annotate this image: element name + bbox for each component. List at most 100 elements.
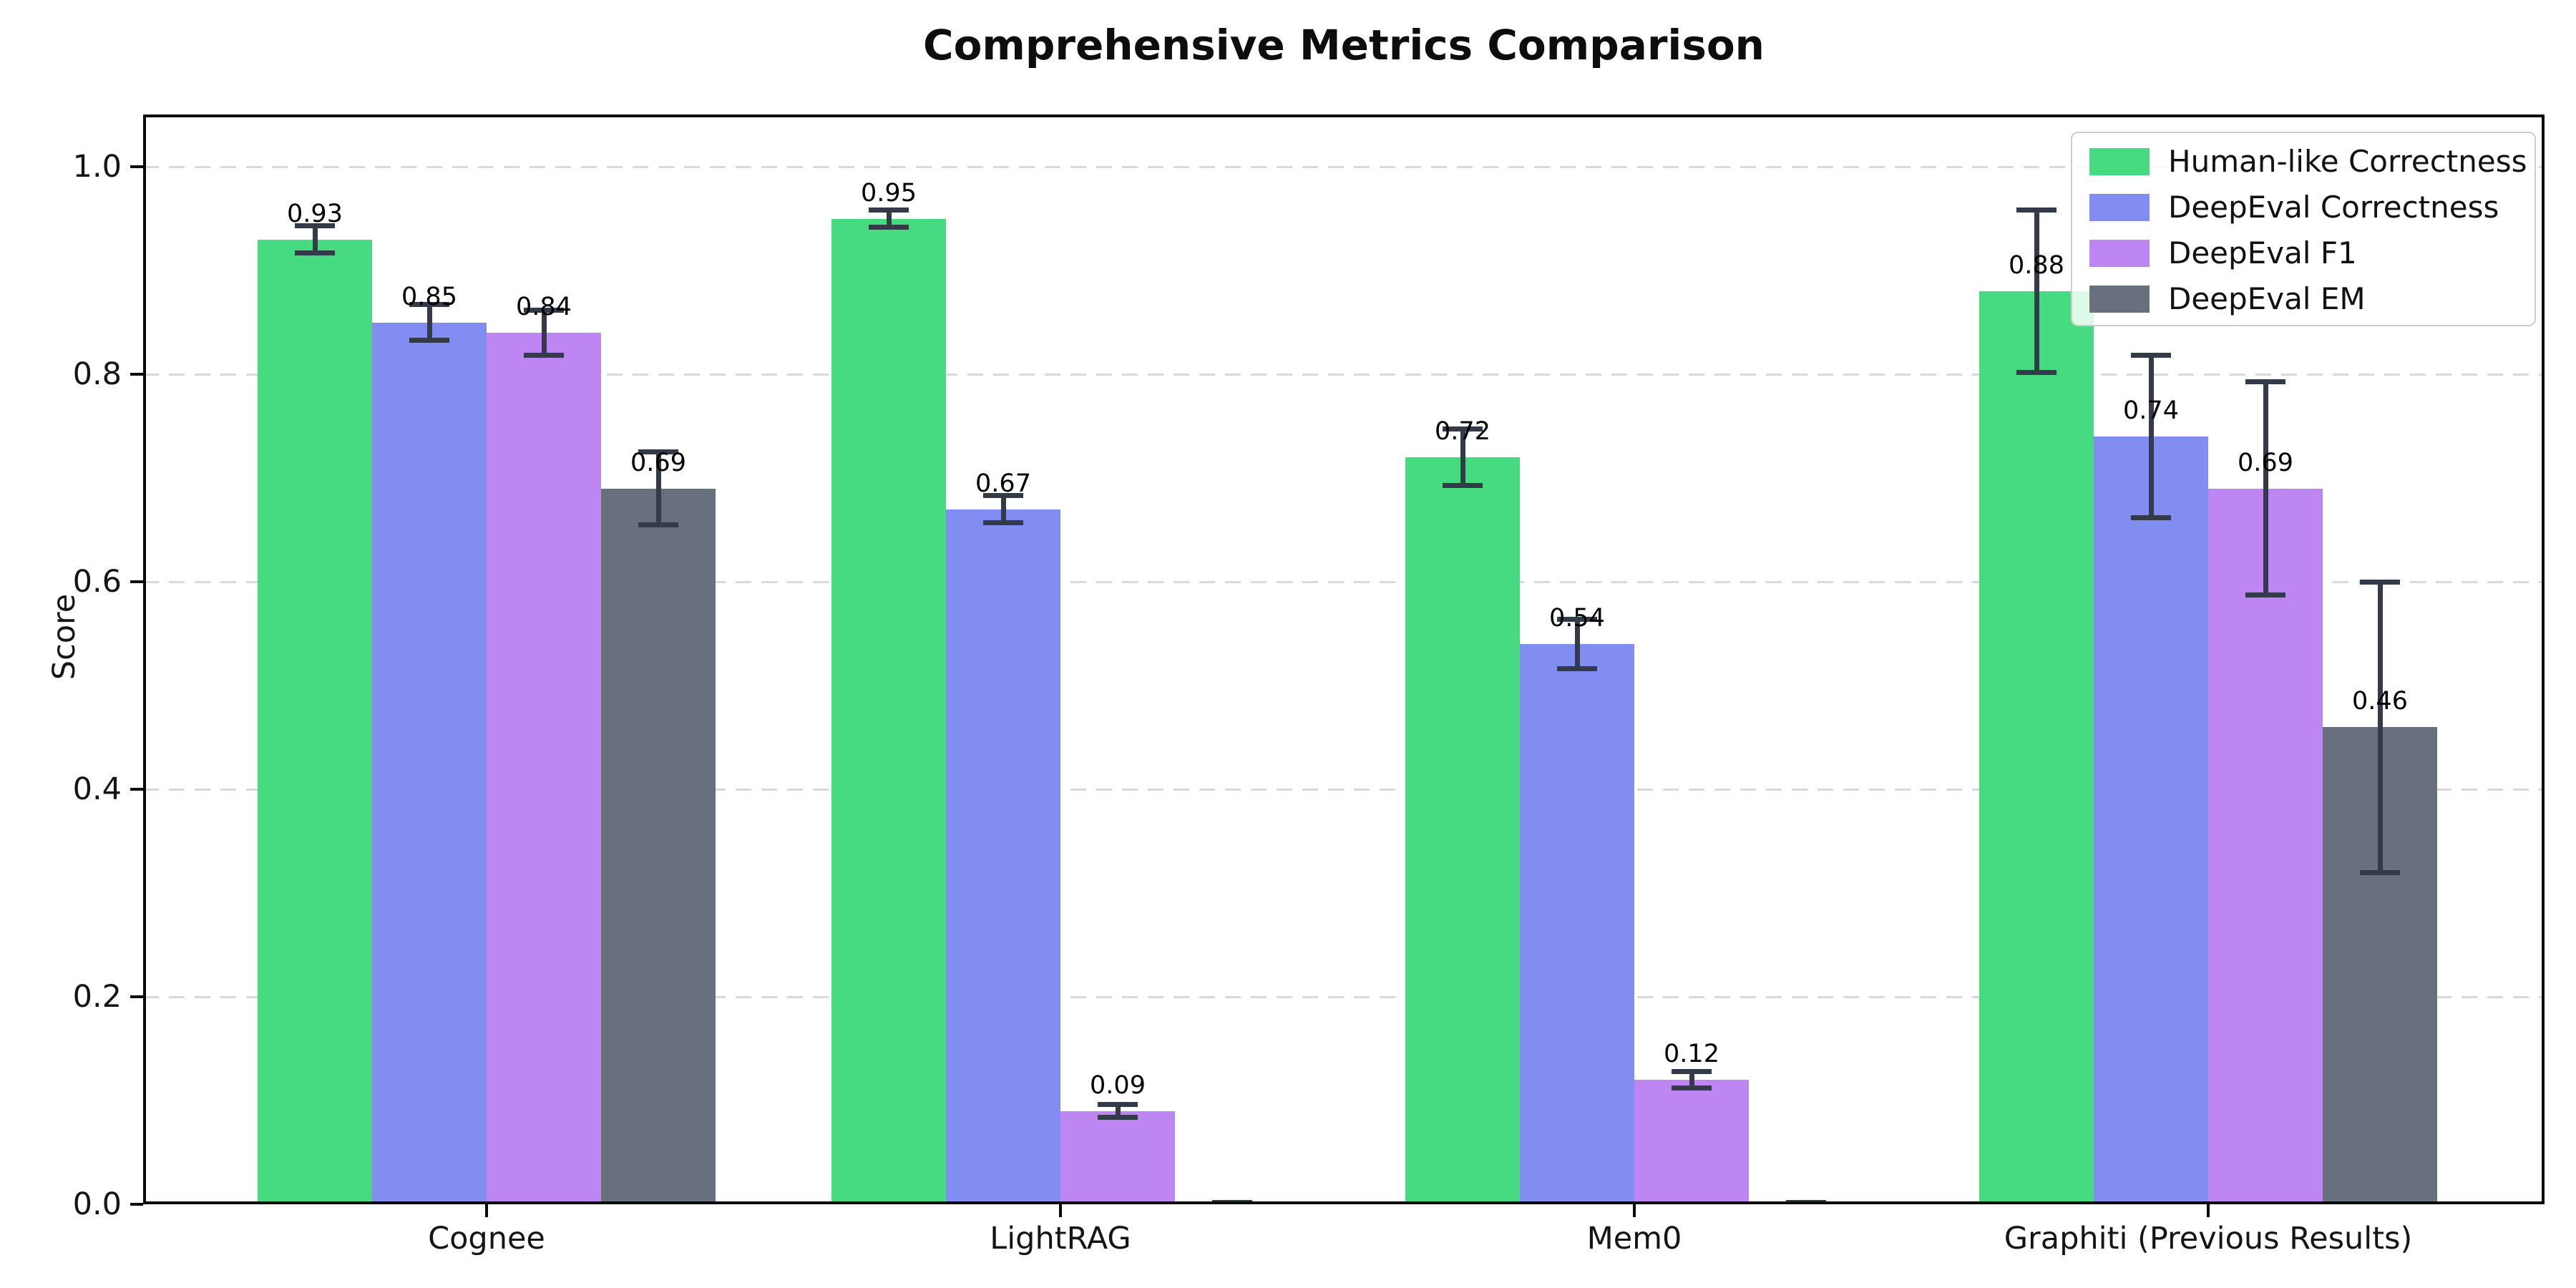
legend: Human-like Correctness DeepEval Correctne… xyxy=(2071,132,2536,326)
error-bar-cap xyxy=(295,250,335,255)
error-bar xyxy=(426,304,432,341)
error-bar xyxy=(2148,355,2154,518)
error-bar-cap xyxy=(2360,869,2400,875)
bar xyxy=(1979,291,2094,1204)
plot-area: 0.93 0.95 0.72 0.88 0.85 0.67 0.54 0.74 0.84 0.09… xyxy=(143,114,2545,1204)
error-bar-cap xyxy=(1672,1068,1712,1074)
error-bar xyxy=(541,310,547,356)
gridline xyxy=(143,166,2545,168)
y-tick-mark xyxy=(130,580,143,583)
error-bar-cap xyxy=(2131,514,2171,520)
bar xyxy=(372,322,487,1204)
error-bar-cap xyxy=(1672,1085,1712,1091)
error-bar xyxy=(1115,1104,1121,1118)
error-bar-cap xyxy=(638,522,678,527)
legend-item: DeepEval F1 xyxy=(2072,233,2534,273)
error-bar-cap xyxy=(2131,353,2171,358)
y-tick-mark xyxy=(130,165,143,168)
y-tick-label: 1.0 xyxy=(72,149,122,185)
error-bar-cap xyxy=(638,449,678,455)
error-bar-cap xyxy=(869,224,909,230)
bar-value-label: 0.46 xyxy=(2352,687,2408,716)
legend-item: Human-like Correctness xyxy=(2072,142,2534,182)
x-tick-label: LightRAG xyxy=(990,1221,1131,1257)
bar xyxy=(1405,457,1520,1204)
x-tick-mark xyxy=(1059,1204,1062,1217)
error-bar-cap xyxy=(1443,482,1483,488)
error-bar-cap xyxy=(409,337,449,343)
error-bar-cap xyxy=(2016,208,2057,213)
legend-item: DeepEval EM xyxy=(2072,279,2534,319)
bar xyxy=(1634,1080,1749,1204)
error-bar xyxy=(1460,429,1465,486)
gridline xyxy=(143,789,2545,791)
error-bar xyxy=(1574,619,1580,669)
legend-swatch xyxy=(2089,194,2150,221)
error-bar-cap xyxy=(524,307,564,313)
error-bar-cap xyxy=(983,519,1023,525)
error-bar-cap xyxy=(1443,426,1483,432)
gridline xyxy=(143,996,2545,998)
legend-label: DeepEval EM xyxy=(2168,281,2366,316)
bar xyxy=(2208,488,2323,1204)
x-tick-mark xyxy=(485,1204,488,1217)
error-bar xyxy=(2263,381,2268,595)
gridline xyxy=(143,374,2545,376)
bar-value-label: 0.72 xyxy=(1435,417,1491,446)
y-tick-label: 0.2 xyxy=(72,979,122,1015)
bar xyxy=(601,488,716,1204)
error-bar xyxy=(2034,210,2039,373)
legend-swatch xyxy=(2089,286,2150,313)
y-tick-mark xyxy=(130,1203,143,1206)
error-bar-cap xyxy=(1098,1102,1138,1108)
error-bar-cap xyxy=(2016,369,2057,375)
bar-value-label: 0.54 xyxy=(1549,604,1605,633)
y-tick-label: 0.4 xyxy=(72,771,122,807)
bar-value-label: 0.93 xyxy=(287,199,343,228)
bar-value-label: 0.09 xyxy=(1090,1070,1146,1100)
bar-value-label: 0.69 xyxy=(630,448,686,477)
bar-value-label: 0.88 xyxy=(2009,251,2064,280)
bar xyxy=(487,333,601,1204)
error-bar xyxy=(886,210,892,228)
bar-value-label: 0.84 xyxy=(516,293,572,321)
error-bar-cap xyxy=(1557,616,1597,622)
error-bar-cap xyxy=(983,493,1023,499)
bar-value-label: 0.95 xyxy=(861,178,917,208)
bar xyxy=(1060,1111,1175,1204)
legend-item: DeepEval Correctness xyxy=(2072,187,2534,228)
y-tick-mark xyxy=(130,373,143,376)
bar xyxy=(946,509,1060,1204)
bar-value-label: 0.85 xyxy=(401,282,457,311)
error-bar xyxy=(1689,1071,1694,1088)
x-tick-label: Cognee xyxy=(428,1221,545,1257)
legend-label: Human-like Correctness xyxy=(2168,144,2527,179)
error-bar-cap xyxy=(2245,592,2285,598)
bar xyxy=(258,239,372,1204)
error-bar-cap xyxy=(295,223,335,229)
chart-title: Comprehensive Metrics Comparison xyxy=(923,21,1765,69)
legend-swatch xyxy=(2089,240,2150,267)
bar xyxy=(2094,436,2208,1204)
y-tick-mark xyxy=(130,995,143,998)
x-tick-mark xyxy=(2207,1204,2210,1217)
error-bar-cap xyxy=(2360,579,2400,585)
error-bar-cap xyxy=(524,353,564,358)
error-bar xyxy=(2377,582,2383,872)
y-tick-mark xyxy=(130,788,143,791)
error-bar-cap xyxy=(1098,1114,1138,1120)
bar xyxy=(831,218,946,1204)
error-bar xyxy=(1000,495,1006,523)
error-bar xyxy=(312,225,318,253)
error-bar-cap xyxy=(1557,666,1597,672)
x-tick-mark xyxy=(1633,1204,1636,1217)
y-tick-label: 0.6 xyxy=(72,564,122,600)
error-bar-cap xyxy=(409,302,449,308)
y-tick-label: 0.8 xyxy=(72,356,122,392)
bar-value-label: 0.12 xyxy=(1664,1040,1719,1068)
error-bar xyxy=(655,452,661,525)
bar-value-label: 0.74 xyxy=(2123,396,2179,425)
bar-value-label: 0.69 xyxy=(2238,448,2293,477)
legend-label: DeepEval F1 xyxy=(2168,235,2357,270)
